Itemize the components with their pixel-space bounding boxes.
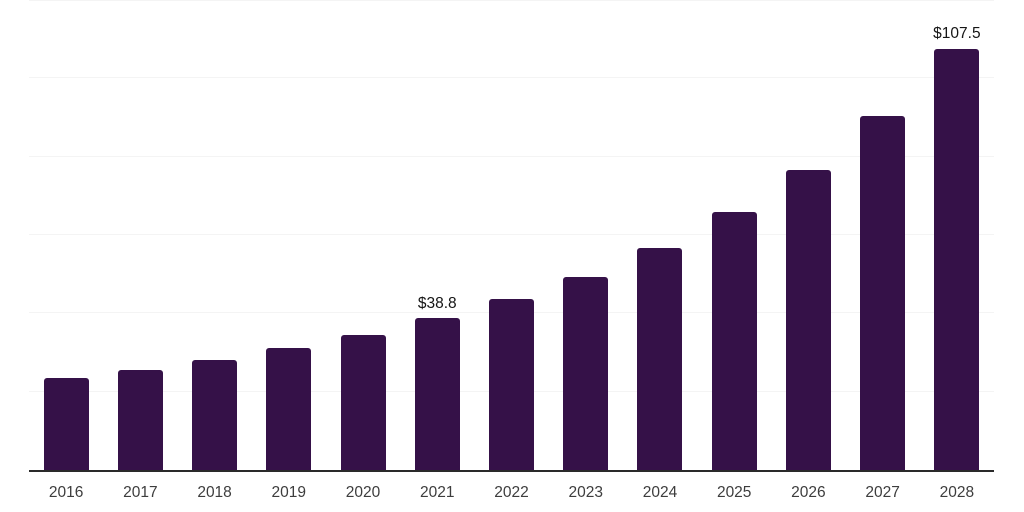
x-tick-label-2019: 2019	[271, 484, 307, 501]
x-tick-label-2016: 2016	[48, 484, 84, 501]
gridline	[29, 77, 994, 78]
bar-2024	[637, 248, 683, 470]
x-tick-label-2028: 2028	[939, 484, 975, 501]
x-tick-label-2021: 2021	[420, 484, 455, 501]
x-tick-label-2027: 2027	[865, 484, 900, 501]
bar-2017	[117, 370, 163, 470]
value-label-2028: $107.5	[933, 25, 981, 43]
bar-2019	[266, 347, 312, 470]
plot-area: $38.8 $107.5	[29, 0, 994, 472]
x-tick-label-2024: 2024	[642, 484, 678, 501]
gridline	[29, 156, 994, 157]
bar-2018	[192, 359, 238, 470]
x-tick-label-2018: 2018	[197, 484, 232, 501]
gridline	[29, 0, 994, 1]
bar-2020	[340, 335, 386, 470]
bar-2028	[934, 48, 980, 470]
bar-2025	[711, 212, 757, 470]
x-tick-label-2020: 2020	[345, 484, 381, 501]
bar-2026	[785, 170, 831, 470]
x-tick-label-2022: 2022	[494, 484, 529, 501]
bar-2022	[489, 299, 534, 470]
value-label-2021: $38.8	[417, 294, 457, 312]
bar-2023	[563, 276, 609, 470]
bar-2021	[414, 318, 460, 470]
bar-2016	[43, 378, 89, 470]
bar-2027	[860, 115, 906, 470]
gridline	[29, 234, 994, 235]
x-tick-label-2017: 2017	[123, 484, 158, 501]
x-tick-label-2026: 2026	[791, 484, 826, 501]
x-tick-label-2023: 2023	[568, 484, 603, 501]
x-tick-label-2025: 2025	[716, 484, 752, 501]
